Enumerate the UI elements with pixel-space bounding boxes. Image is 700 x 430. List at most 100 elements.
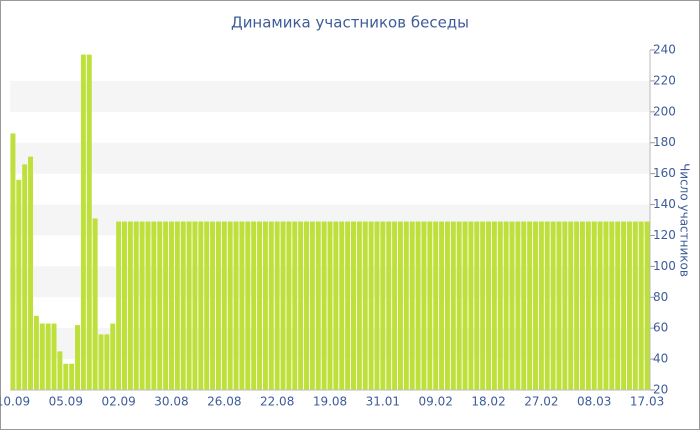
bar (609, 221, 615, 390)
bar (621, 221, 627, 390)
bar (333, 221, 339, 390)
bar (503, 221, 509, 390)
bar (245, 221, 251, 390)
y-tick-label: 200 (653, 104, 676, 118)
bar (257, 221, 263, 390)
bar (486, 221, 491, 390)
bar (474, 221, 480, 390)
bar (427, 221, 433, 390)
bar (145, 221, 151, 390)
bar (233, 221, 239, 390)
y-tick-label: 120 (653, 228, 676, 242)
bar (544, 221, 550, 390)
x-tick-label: 18.02 (471, 395, 505, 409)
bar (39, 323, 45, 390)
bar (480, 221, 486, 390)
bar (462, 221, 468, 390)
bar (186, 221, 192, 390)
bar (603, 221, 609, 390)
bar (98, 334, 104, 390)
bar (356, 221, 362, 390)
bar (644, 221, 650, 390)
bar (122, 221, 127, 390)
bar (386, 221, 392, 390)
bar (362, 221, 368, 390)
bar (28, 156, 34, 390)
bar (433, 221, 439, 390)
bar (409, 221, 415, 390)
bar (227, 221, 233, 390)
bar (169, 221, 174, 390)
bar (626, 221, 632, 390)
bar (591, 221, 597, 390)
bar (104, 334, 110, 390)
bar (57, 351, 63, 390)
bar (339, 221, 345, 390)
bar (174, 221, 180, 390)
y-tick-label: 240 (653, 43, 676, 57)
x-tick-label: 09.02 (419, 395, 453, 409)
bar (568, 221, 574, 390)
x-tick-label: 30.08 (154, 395, 188, 409)
bar (439, 221, 445, 390)
x-tick-label: 22.08 (260, 395, 294, 409)
bar (421, 221, 427, 390)
x-tick-label: 27.02 (524, 395, 558, 409)
bar (75, 325, 80, 390)
bar (562, 221, 568, 390)
bar (368, 221, 374, 390)
bar (116, 221, 122, 390)
bar (239, 221, 245, 390)
bar (63, 363, 69, 390)
x-tick-label: 17.03 (630, 395, 664, 409)
bar (22, 164, 28, 390)
bar (157, 221, 163, 390)
bar (403, 221, 409, 390)
grid-band (10, 142, 650, 174)
bar (215, 221, 221, 390)
bar (16, 179, 22, 390)
bar (133, 221, 139, 390)
bar (315, 221, 321, 390)
bar (615, 221, 621, 390)
x-tick-label: 02.09 (101, 395, 135, 409)
bar (51, 323, 57, 390)
bar (204, 221, 210, 390)
x-tick-label: 05.09 (49, 395, 83, 409)
y-tick-label: 160 (653, 166, 676, 180)
bar (286, 221, 292, 390)
bar (327, 221, 333, 390)
bar (198, 221, 204, 390)
bar (163, 221, 169, 390)
bar (509, 221, 515, 390)
bar (192, 221, 198, 390)
bar (415, 221, 421, 390)
bar (86, 54, 92, 391)
bar (351, 221, 356, 390)
bar (321, 221, 327, 390)
bar (80, 54, 86, 391)
bar (638, 221, 644, 390)
bar (309, 221, 315, 390)
bar (521, 221, 527, 390)
bar (210, 221, 216, 390)
y-tick-label: 180 (653, 135, 676, 149)
bar (10, 133, 16, 391)
bar (139, 221, 145, 390)
bar (280, 221, 286, 390)
bar (262, 221, 268, 390)
bar (538, 221, 544, 390)
bar (69, 363, 75, 390)
bar (292, 221, 298, 390)
x-tick-label: 19.08 (313, 395, 347, 409)
bar (397, 221, 403, 390)
bar (345, 221, 351, 390)
bar (444, 221, 450, 390)
x-tick-label: 10.09 (0, 395, 30, 409)
bar (491, 221, 497, 390)
bar (274, 221, 280, 390)
bar (268, 221, 274, 390)
x-tick-label: 08.03 (577, 395, 611, 409)
bar (151, 221, 157, 390)
